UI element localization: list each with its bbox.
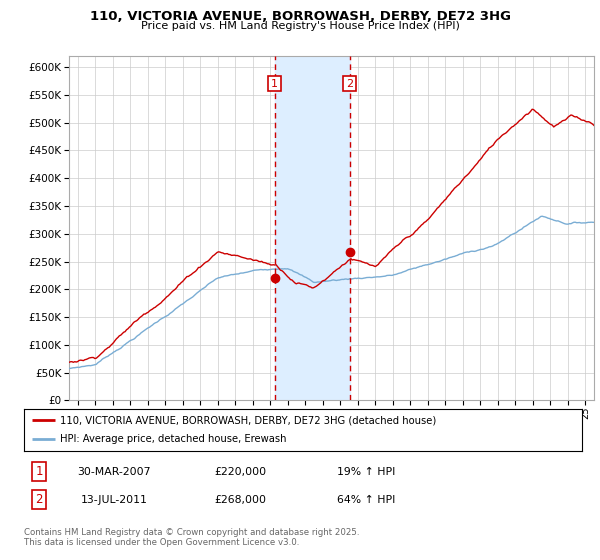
- Text: 110, VICTORIA AVENUE, BORROWASH, DERBY, DE72 3HG: 110, VICTORIA AVENUE, BORROWASH, DERBY, …: [89, 10, 511, 23]
- Text: £268,000: £268,000: [214, 494, 266, 505]
- Text: 1: 1: [271, 78, 278, 88]
- Text: 19% ↑ HPI: 19% ↑ HPI: [337, 466, 395, 477]
- Text: £220,000: £220,000: [214, 466, 266, 477]
- Text: 64% ↑ HPI: 64% ↑ HPI: [337, 494, 395, 505]
- Text: 2: 2: [346, 78, 353, 88]
- Text: 30-MAR-2007: 30-MAR-2007: [77, 466, 151, 477]
- Text: 110, VICTORIA AVENUE, BORROWASH, DERBY, DE72 3HG (detached house): 110, VICTORIA AVENUE, BORROWASH, DERBY, …: [60, 415, 437, 425]
- Text: HPI: Average price, detached house, Erewash: HPI: Average price, detached house, Erew…: [60, 435, 287, 445]
- Bar: [275, 56, 350, 400]
- Text: Price paid vs. HM Land Registry's House Price Index (HPI): Price paid vs. HM Land Registry's House …: [140, 21, 460, 31]
- Text: 1: 1: [35, 465, 43, 478]
- Text: 13-JUL-2011: 13-JUL-2011: [80, 494, 148, 505]
- Text: Contains HM Land Registry data © Crown copyright and database right 2025.
This d: Contains HM Land Registry data © Crown c…: [24, 528, 359, 547]
- Text: 2: 2: [35, 493, 43, 506]
